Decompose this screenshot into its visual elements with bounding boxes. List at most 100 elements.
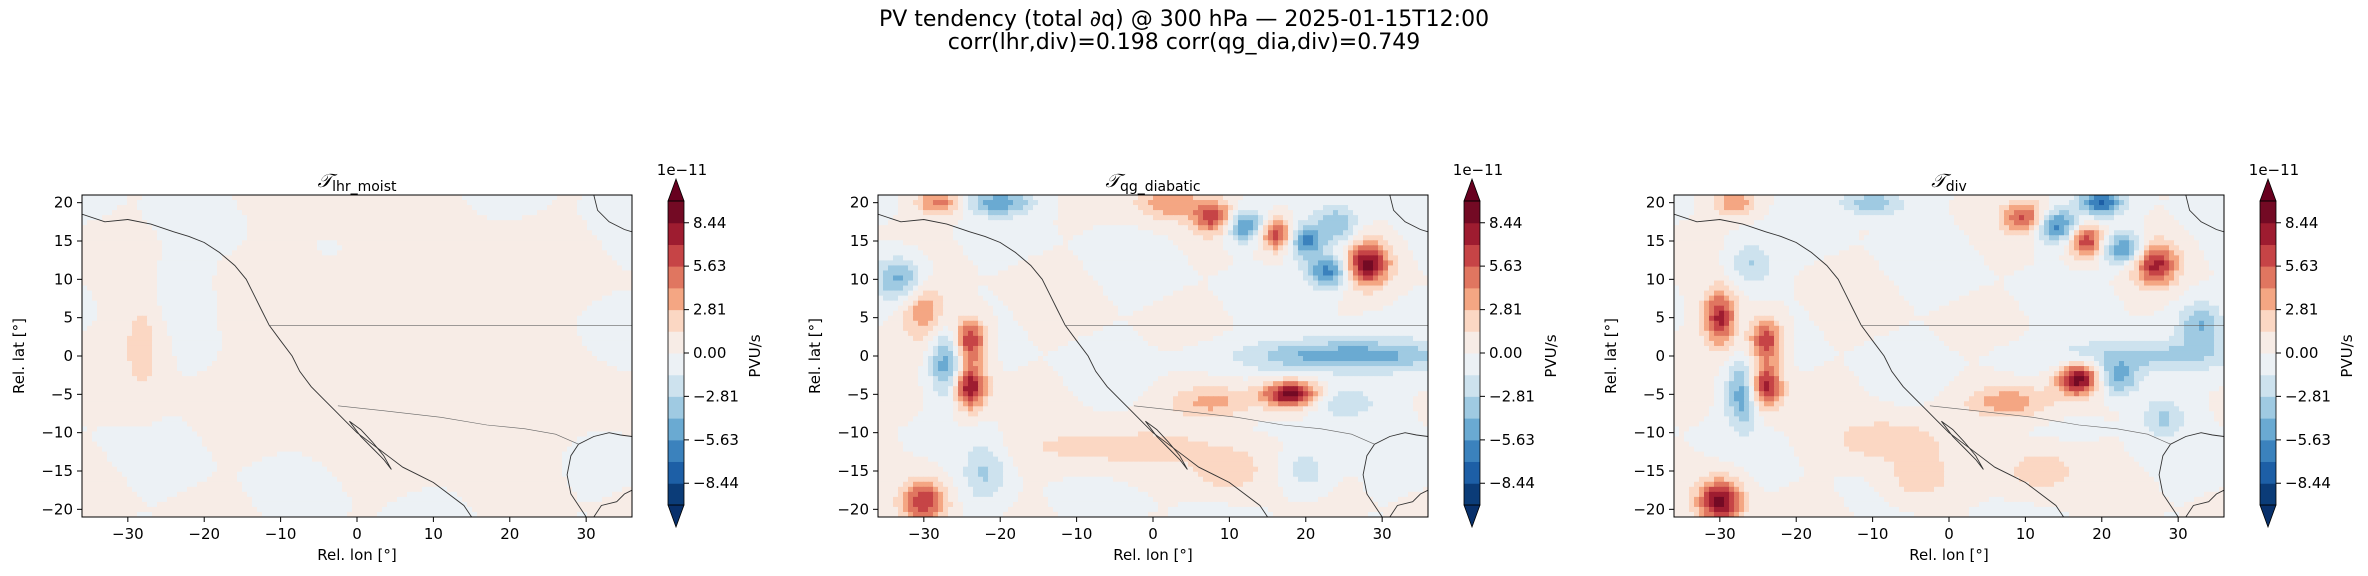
colorbar-tick-label: 8.44	[2285, 214, 2318, 232]
colorbar-segment	[2260, 244, 2276, 267]
colorbar-segment	[2260, 461, 2276, 484]
colorbar-tick-label: −8.44	[1489, 474, 1535, 492]
colorbar-segment	[2260, 374, 2276, 397]
colorbar-segment	[2260, 353, 2276, 376]
colorbar-tick-label: 2.81	[693, 301, 726, 319]
colorbar-label: PVU/s	[1542, 334, 1560, 377]
x-tick-label: −30	[1704, 525, 1736, 543]
coastline	[593, 489, 632, 517]
colorbar-lhr-moist: 8.44 5.63 2.81 0.00 −2.81 −5.63 −8.44 1e−11 PVU/…	[657, 161, 764, 529]
y-tick-label: 15	[850, 232, 869, 250]
colorbar-tick-label: −2.81	[1489, 387, 1535, 405]
x-axis-label: Rel. lon [°]	[1113, 546, 1193, 564]
y-tick-label: −10	[41, 424, 73, 442]
colorbar-segment	[1464, 374, 1480, 397]
x-tick-label: 10	[2016, 525, 2035, 543]
colorbar-segment	[1464, 309, 1480, 332]
colorbar-segment	[2260, 287, 2276, 311]
y-tick-label: −5	[1643, 385, 1665, 403]
colorbar-segment	[2260, 201, 2276, 224]
y-axis-label: Rel. lat [°]	[1602, 318, 1620, 394]
x-tick-label: 20	[500, 525, 519, 543]
panel-title: 𝒯lhr_moist	[318, 170, 397, 195]
y-tick-label: 20	[1646, 194, 1665, 212]
colorbar-segment	[2260, 331, 2276, 354]
colorbar-tick-label: −5.63	[1489, 431, 1535, 449]
x-axis-label: Rel. lon [°]	[317, 546, 397, 564]
colorbar-segment	[668, 396, 684, 419]
colorbar-segment	[668, 461, 684, 484]
coastline	[82, 213, 472, 517]
y-axis-label: Rel. lat [°]	[806, 318, 824, 394]
y-tick-label: −10	[1633, 424, 1665, 442]
x-tick-label: 0	[1148, 525, 1158, 543]
colorbar-exponent: 1e−11	[1453, 161, 1503, 179]
colorbar-segment	[668, 483, 684, 506]
colorbar-label: PVU/s	[746, 334, 764, 377]
y-tick-label: 0	[859, 347, 869, 365]
y-tick-label: 15	[1646, 232, 1665, 250]
colorbar-tick-label: 8.44	[693, 214, 726, 232]
colorbar-segment	[668, 418, 684, 441]
x-tick-label: −20	[1780, 525, 1812, 543]
x-tick-label: 10	[424, 525, 443, 543]
x-tick-label: −10	[1061, 525, 1093, 543]
colorbar-segment	[668, 353, 684, 376]
map-panel-qg-diabatic: −30 −20 −10 0 10 20 30 −20 −15 −10 −5 0 5 10 15 20 Rel. …	[806, 170, 1429, 564]
x-tick-label: −30	[908, 525, 940, 543]
colorbar-extend-min	[1463, 504, 1481, 529]
y-tick-label: 20	[54, 194, 73, 212]
colorbar-segment	[1464, 461, 1480, 484]
colorbar-segment	[2260, 418, 2276, 441]
colorbar-tick-label: −2.81	[693, 387, 739, 405]
coastline	[1674, 213, 2064, 517]
colorbar-tick-label: −5.63	[2285, 431, 2331, 449]
colorbar-tick-label: 5.63	[693, 257, 726, 275]
coastlines	[878, 195, 1428, 517]
coastline	[2185, 195, 2224, 233]
y-tick-label: −15	[41, 462, 73, 480]
panel-title: 𝒯qg_diabatic	[1105, 170, 1200, 195]
colorbar-segment	[668, 374, 684, 397]
colorbar-segment	[1464, 353, 1480, 376]
y-tick-label: 5	[859, 309, 869, 327]
y-tick-label: −10	[837, 424, 869, 442]
colorbar-segment	[668, 222, 684, 246]
colorbar-segment	[668, 439, 684, 462]
colorbar-tick-label: 0.00	[1489, 344, 1522, 362]
border-line	[1929, 405, 2171, 445]
colorbar-tick-label: 2.81	[1489, 301, 1522, 319]
colorbar-tick-label: −5.63	[693, 431, 739, 449]
coastline	[1389, 489, 1428, 517]
colorbar-segment	[668, 244, 684, 267]
colorbar-segment	[1464, 483, 1480, 506]
colorbar-segment	[1464, 266, 1480, 289]
y-tick-label: −5	[51, 385, 73, 403]
y-tick-label: −15	[1633, 462, 1665, 480]
y-tick-label: 20	[850, 194, 869, 212]
colorbar-extend-max	[2259, 177, 2277, 202]
borders	[1065, 325, 1428, 445]
colorbar-segment	[2260, 439, 2276, 462]
x-tick-label: 0	[1944, 525, 1954, 543]
border-line	[1133, 405, 1375, 445]
figure-title: PV tendency (total ∂q) @ 300 hPa — 2025-…	[0, 8, 2368, 32]
y-tick-label: 10	[54, 270, 73, 288]
x-tick-label: −20	[188, 525, 220, 543]
coastline	[593, 195, 632, 233]
colorbar-exponent: 1e−11	[657, 161, 707, 179]
colorbar-segment	[1464, 222, 1480, 246]
x-tick-label: 20	[1296, 525, 1315, 543]
colorbar-segment	[1464, 418, 1480, 441]
colorbar-tick-label: −8.44	[693, 474, 739, 492]
figure-subtitle: corr(lhr,div)=0.198 corr(qg_dia,div)=0.7…	[0, 31, 2368, 55]
colorbar-segment	[668, 287, 684, 311]
colorbar-segment	[1464, 201, 1480, 224]
coastline	[1389, 195, 1428, 233]
x-tick-label: 30	[577, 525, 596, 543]
x-tick-label: −10	[265, 525, 297, 543]
colorbar-segment	[1464, 287, 1480, 311]
coastline	[2185, 489, 2224, 517]
y-axis-label: Rel. lat [°]	[10, 318, 28, 394]
colorbar-tick-label: 0.00	[693, 344, 726, 362]
